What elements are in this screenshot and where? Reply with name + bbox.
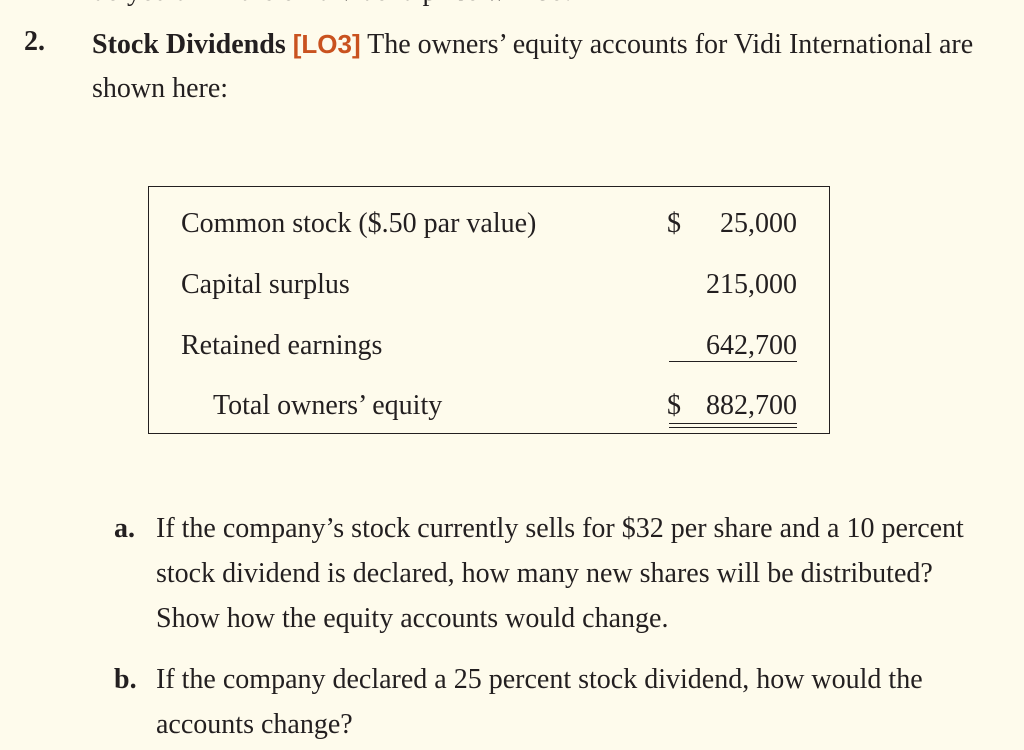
owners-equity-table: Common stock ($.50 par value) $ 25,000 C… <box>148 186 830 434</box>
equity-row-retained-earnings: Retained earnings 642,700 <box>149 326 829 366</box>
problem-intro: The owners’ equity accounts for Vidi Int… <box>92 29 974 104</box>
total-double-underline <box>669 423 797 428</box>
equity-row-capital-surplus: Capital surplus 215,000 <box>149 265 829 305</box>
problem-statement: Stock Dividends [LO3] The owners’ equity… <box>92 22 992 111</box>
equity-total-amount: 882,700 <box>706 390 797 421</box>
question-letter: a. <box>114 513 135 544</box>
question-letter: b. <box>114 664 137 695</box>
equity-total-label: Total owners’ equity <box>213 390 443 421</box>
equity-row-total: Total owners’ equity $ 882,700 <box>149 386 829 428</box>
equity-label: Common stock ($.50 par value) <box>181 208 537 239</box>
equity-label: Capital surplus <box>181 269 350 300</box>
learning-objective-tag: [LO3] <box>292 29 361 59</box>
dollar-sign: $ <box>667 390 681 421</box>
question-text: If the company declared a 25 percent sto… <box>156 664 923 740</box>
question-a: a. If the company’s stock currently sell… <box>114 506 974 641</box>
problem-title: Stock Dividends <box>92 29 286 60</box>
question-text: If the company’s stock currently sells f… <box>156 513 964 634</box>
previous-question-text: do you think the ex-dividend price will … <box>92 0 575 8</box>
equity-row-common-stock: Common stock ($.50 par value) $ 25,000 <box>149 204 829 244</box>
dollar-sign: $ <box>667 208 681 239</box>
equity-amount: 215,000 <box>706 269 797 300</box>
subtotal-underline <box>669 361 797 362</box>
equity-amount: 25,000 <box>720 208 797 239</box>
equity-amount: 642,700 <box>706 330 797 361</box>
problem-number: 2. <box>24 26 45 57</box>
equity-label: Retained earnings <box>181 330 383 361</box>
question-b: b. If the company declared a 25 percent … <box>114 657 974 747</box>
